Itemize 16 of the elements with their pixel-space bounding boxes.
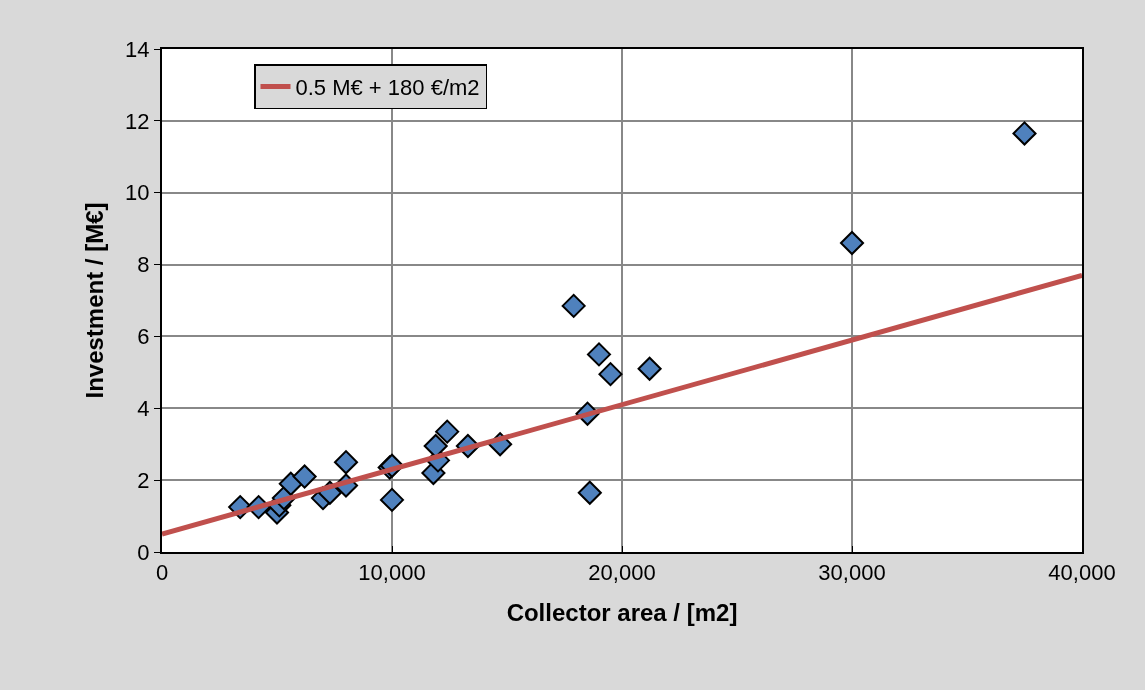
x-tick-label: 20,000 — [588, 560, 656, 586]
x-tick-label: 30,000 — [818, 560, 886, 586]
y-axis-title: Investment / [M€] — [80, 202, 108, 399]
y-tick-label: 10 — [125, 180, 150, 206]
y-tick-label: 6 — [137, 324, 150, 350]
y-tick-label: 4 — [137, 395, 150, 421]
y-tick-label: 12 — [125, 108, 150, 134]
y-tick-label: 8 — [137, 252, 150, 278]
x-tick-label: 10,000 — [358, 560, 426, 586]
x-tick-label: 0 — [155, 560, 169, 586]
x-axis-title: Collector area / [m2] — [506, 599, 738, 627]
y-tick-label: 0 — [137, 539, 150, 565]
y-tick-label: 14 — [125, 36, 150, 62]
y-tick-label: 2 — [137, 467, 150, 493]
legend-label: 0.5 M€ + 180 €/m2 — [295, 74, 480, 100]
x-tick-label: 40,000 — [1048, 560, 1116, 586]
